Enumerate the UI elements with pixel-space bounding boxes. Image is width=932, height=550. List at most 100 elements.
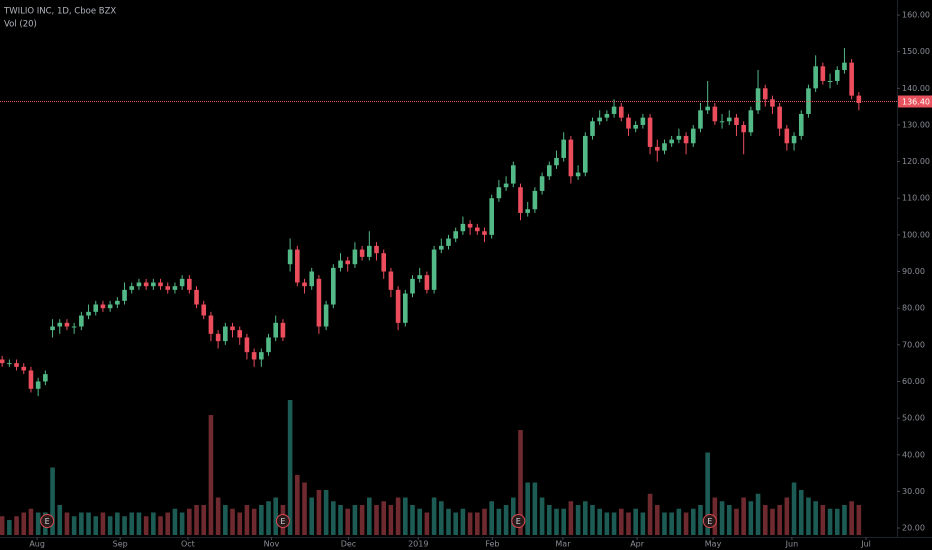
- volume-bar: [64, 512, 70, 535]
- volume-bar: [640, 512, 646, 535]
- x-tick-label: Apr: [630, 540, 645, 549]
- volume-bar: [424, 512, 430, 535]
- volume-bar: [251, 508, 257, 535]
- y-tick-label: 30.00: [902, 487, 925, 496]
- volume-bar: [834, 508, 840, 535]
- volume-bar: [223, 505, 228, 535]
- candle-body: [856, 95, 862, 103]
- volume-bar: [201, 505, 207, 535]
- candle-body: [323, 304, 329, 327]
- candle-body: [230, 326, 235, 331]
- y-tick-label: 70.00: [902, 340, 925, 349]
- volume-bar: [777, 505, 782, 535]
- volume-bar: [755, 493, 761, 535]
- candle-body: [381, 253, 387, 272]
- candle-body: [503, 183, 509, 188]
- candle-body: [662, 143, 667, 151]
- x-tick-label: Oct: [181, 540, 195, 549]
- earnings-label: E: [45, 517, 50, 526]
- volume-bar: [187, 508, 192, 535]
- volume-bar: [611, 512, 617, 535]
- candle-body: [21, 366, 27, 371]
- candle-body: [280, 322, 286, 338]
- candle-body: [215, 333, 221, 342]
- candle-body: [719, 121, 725, 123]
- candle-body: [532, 190, 538, 210]
- candle-body: [611, 106, 617, 114]
- volume-bar: [439, 501, 444, 535]
- candle-body: [14, 363, 19, 367]
- volume-bar: [28, 508, 34, 535]
- volume-layer: [0, 400, 862, 535]
- candle-body: [208, 315, 214, 334]
- candle-body: [568, 139, 574, 177]
- candle-body: [453, 231, 458, 239]
- volume-bar: [316, 490, 322, 535]
- volume-bar: [503, 505, 509, 535]
- candle-body: [158, 282, 163, 287]
- candle-body: [259, 352, 264, 360]
- volume-bar: [165, 512, 171, 535]
- earnings-marker: [275, 514, 290, 528]
- candle-body: [28, 370, 34, 389]
- candle-body: [726, 117, 732, 122]
- candle-body: [266, 337, 271, 353]
- candle-body: [669, 139, 674, 144]
- last-price-label: 136.40: [902, 98, 930, 107]
- y-tick-label: 20.00: [902, 524, 925, 533]
- volume-bar: [323, 490, 329, 535]
- volume-bar: [21, 512, 27, 535]
- x-tick-label: Sep: [113, 540, 128, 549]
- volume-bar: [582, 501, 588, 535]
- x-tick-label: Nov: [264, 540, 280, 549]
- candle-body: [712, 106, 718, 122]
- candle-body: [295, 249, 300, 283]
- volume-bar: [626, 512, 631, 535]
- volume-bar: [453, 512, 458, 535]
- candle-body: [143, 282, 149, 287]
- volume-bar: [539, 497, 545, 535]
- volume-bar: [575, 505, 581, 535]
- x-tick-label: 2019: [408, 540, 428, 549]
- candle-body: [762, 88, 768, 100]
- volume-bar: [518, 430, 523, 535]
- volume-bar: [136, 512, 142, 535]
- candle-body: [734, 117, 739, 125]
- overlay-layer: E E E E 136.40: [0, 95, 932, 528]
- volume-bar: [482, 508, 487, 535]
- volume-bar: [647, 493, 653, 535]
- candle-body: [604, 113, 610, 118]
- candle-body: [813, 66, 818, 89]
- volume-bar: [403, 497, 408, 535]
- candle-body: [741, 124, 746, 133]
- candle-body: [784, 128, 790, 144]
- volume-bar: [676, 508, 682, 535]
- volume-bar: [302, 482, 307, 535]
- x-tick-label: Jun: [785, 540, 799, 549]
- volume-bar: [460, 508, 466, 535]
- candle-body: [122, 289, 127, 301]
- candle-body: [374, 245, 379, 254]
- earnings-marker: [702, 514, 717, 528]
- candle-body: [618, 106, 624, 118]
- volume-bar: [467, 512, 473, 535]
- volume-bar: [208, 415, 214, 535]
- candle-body: [79, 315, 84, 327]
- volume-bar: [748, 501, 754, 535]
- candle-body: [0, 359, 5, 364]
- candle-body: [244, 337, 250, 353]
- candle-body: [223, 326, 228, 342]
- volume-bar: [93, 516, 99, 535]
- y-tick-label: 130.00: [902, 120, 930, 129]
- volume-bar: [633, 508, 638, 535]
- candle-body: [172, 286, 178, 290]
- candle-body: [842, 62, 847, 70]
- y-tick-label: 110.00: [902, 194, 930, 203]
- x-tick-label: Dec: [341, 540, 356, 549]
- candle-body: [525, 209, 530, 213]
- candle-body: [446, 238, 451, 246]
- candle-body: [7, 363, 12, 365]
